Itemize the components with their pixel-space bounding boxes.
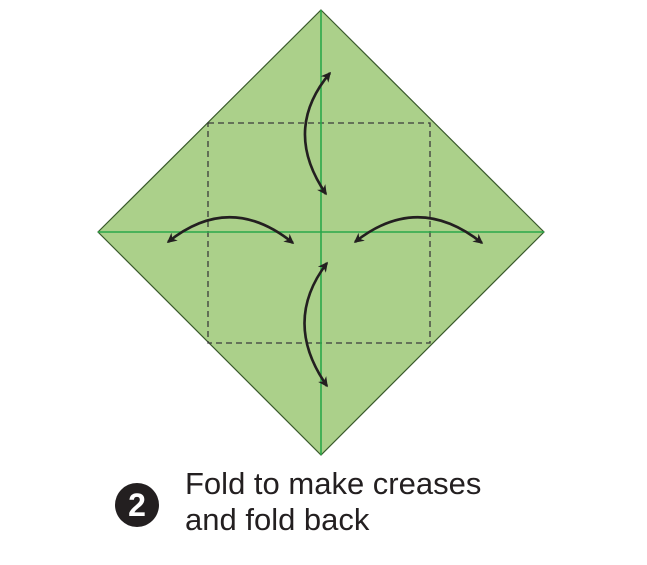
fold-arrow-left-icon [166,216,295,245]
caption-line-1: Fold to make creases [185,466,482,501]
fold-arrow-right-icon [353,216,484,245]
step-caption: Fold to make creases and fold back [185,466,481,538]
step-number-badge: 2 [115,483,159,527]
caption-line-2: and fold back [185,502,370,537]
fold-arrow-top-icon [303,71,331,196]
fold-arrow-bottom-icon [303,261,329,388]
